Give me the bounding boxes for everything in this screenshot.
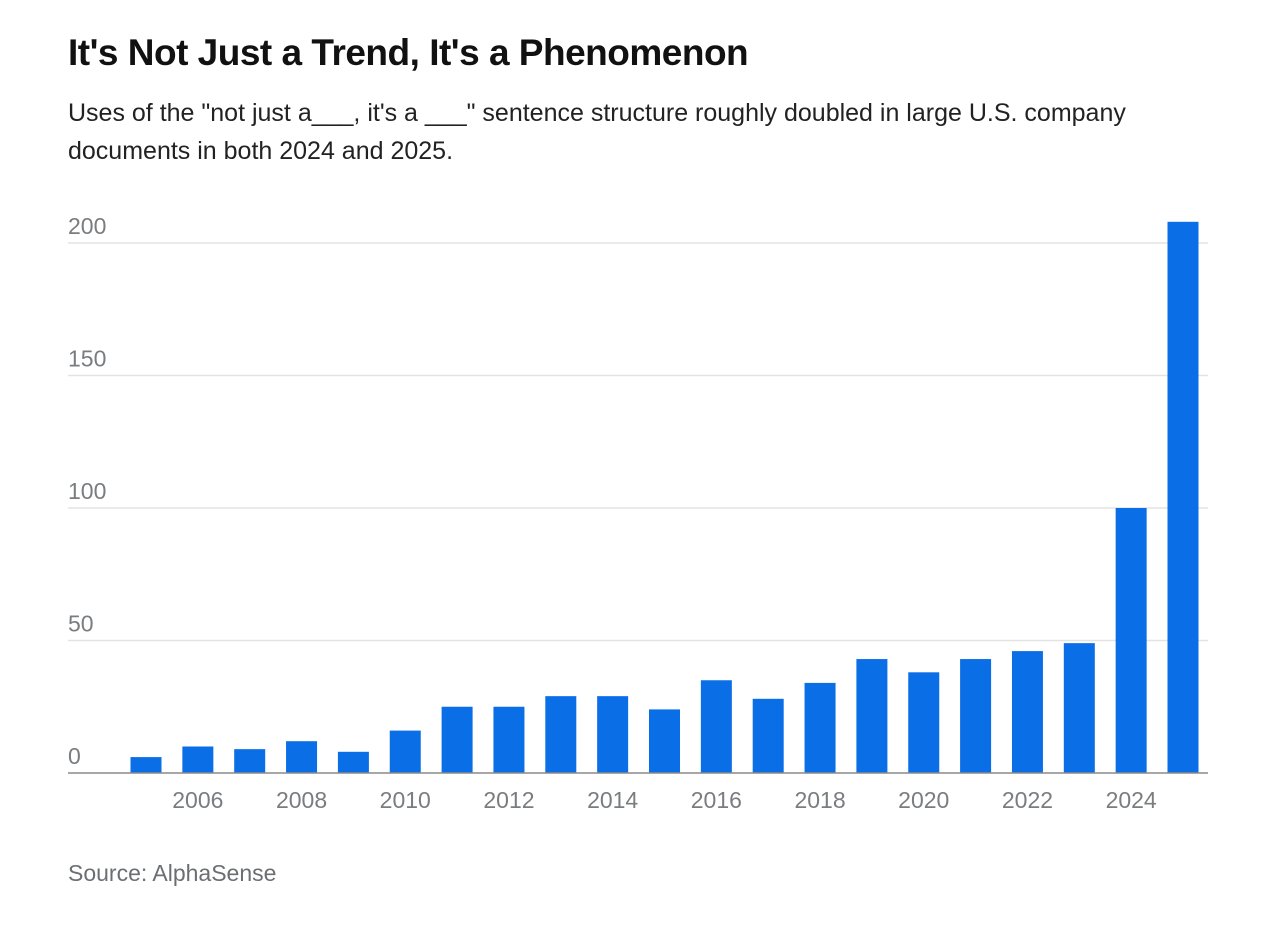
- bar-2011: [441, 706, 473, 773]
- bar-2014: [597, 696, 629, 773]
- y-tick-label: 0: [68, 743, 81, 769]
- bar-2024: [1115, 508, 1147, 773]
- bar-2009: [337, 751, 369, 773]
- x-tick-label: 2014: [587, 787, 638, 813]
- x-tick-label: 2018: [794, 787, 845, 813]
- bar-2007: [234, 749, 266, 773]
- bar-2016: [700, 680, 732, 773]
- bar-2023: [1063, 643, 1095, 773]
- bar-2018: [804, 682, 836, 773]
- chart-subtitle: Uses of the "not just a___, it's a ___" …: [68, 99, 1126, 165]
- bar-2025: [1167, 221, 1199, 774]
- x-tick-label: 2024: [1106, 787, 1157, 813]
- bar-2005: [130, 757, 162, 773]
- bar-2022: [1011, 651, 1043, 773]
- bar-2012: [493, 706, 525, 773]
- bar-2020: [908, 672, 940, 773]
- x-tick-label: 2016: [691, 787, 742, 813]
- bar-2021: [960, 659, 992, 773]
- bar-2008: [286, 741, 318, 773]
- chart-title: It's Not Just a Trend, It's a Phenomenon: [68, 32, 749, 73]
- bar-2019: [856, 659, 888, 773]
- bar-2015: [649, 709, 680, 773]
- bar-2013: [545, 696, 577, 773]
- x-tick-label: 2010: [380, 787, 431, 813]
- x-tick-label: 2012: [483, 787, 534, 813]
- x-tick-label: 2006: [172, 787, 223, 813]
- bar-2010: [389, 730, 421, 773]
- bar-2006: [182, 746, 214, 773]
- y-tick-label: 150: [68, 346, 106, 372]
- source-note: Source: AlphaSense: [68, 860, 277, 886]
- bar-2017: [752, 698, 784, 773]
- x-tick-label: 2022: [1002, 787, 1053, 813]
- x-tick-label: 2020: [898, 787, 949, 813]
- x-tick-label: 2008: [276, 787, 327, 813]
- y-tick-label: 200: [68, 213, 106, 239]
- y-tick-label: 100: [68, 478, 106, 504]
- y-tick-label: 50: [68, 611, 94, 637]
